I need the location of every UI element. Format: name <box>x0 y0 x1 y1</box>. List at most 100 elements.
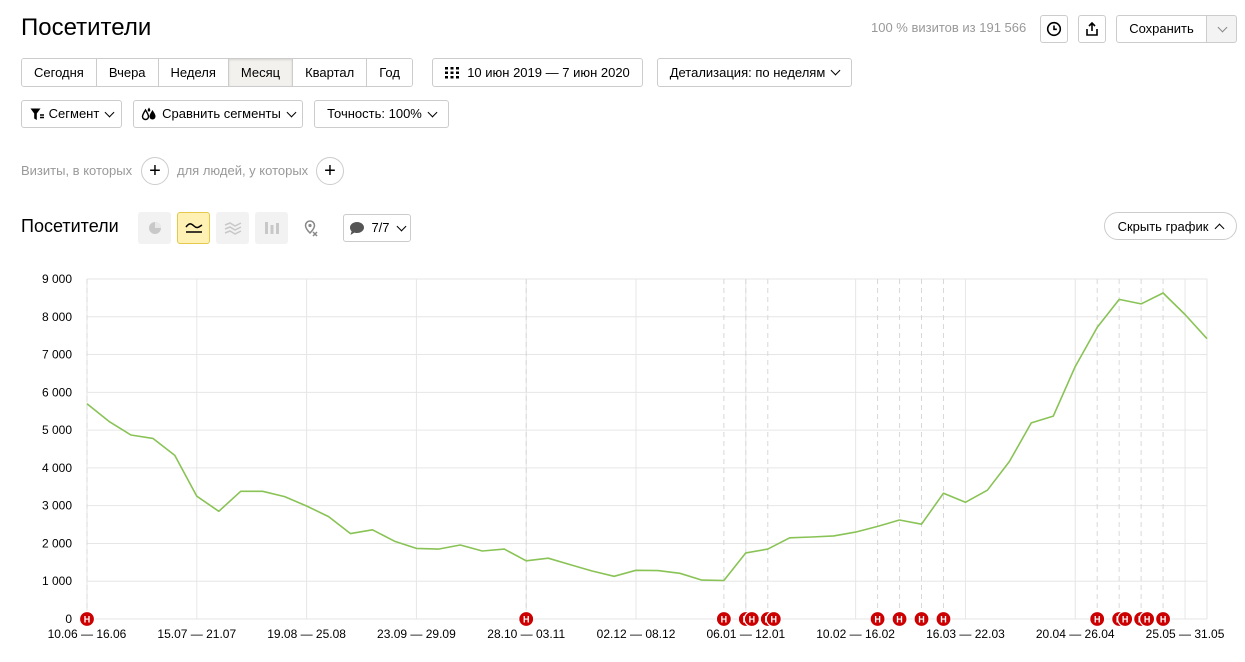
notes-count: 7/7 <box>371 220 390 235</box>
bar-chart-button[interactable] <box>255 212 288 244</box>
note-marker-letter: Н <box>523 615 530 625</box>
filter-icon <box>30 108 44 120</box>
note-marker <box>78 610 96 628</box>
note-marker-letter: Н <box>721 615 728 625</box>
segment-label: Сегмент <box>48 106 100 121</box>
chart-section-title: Посетители <box>21 216 119 236</box>
note-marker <box>1117 610 1134 628</box>
visits-filter-label: Визиты, в которых <box>21 163 133 178</box>
x-tick-label: 10.02 — 16.02 <box>816 627 895 641</box>
save-options-button[interactable] <box>1206 15 1237 43</box>
period-quarter[interactable]: Квартал <box>293 59 368 86</box>
hide-chart-button[interactable]: Скрыть график <box>1104 212 1237 240</box>
share-icon <box>1086 21 1098 36</box>
note-marker <box>869 610 886 628</box>
date-range-picker[interactable]: 10 июн 2019 — 7 июн 2020 <box>432 58 643 87</box>
note-marker <box>1154 610 1172 628</box>
note-marker-letter: Н <box>896 615 903 625</box>
clock-icon <box>1046 21 1062 37</box>
plus-icon: + <box>324 160 336 182</box>
x-tick-label: 19.08 — 25.08 <box>267 627 346 641</box>
x-tick-label: 16.03 — 22.03 <box>926 627 1005 641</box>
note-marker <box>935 610 952 628</box>
note-marker-letter: Н <box>771 615 778 625</box>
add-people-condition-button[interactable]: + <box>316 157 344 185</box>
note-marker-letter: Н <box>1144 615 1151 625</box>
note-marker-letter: Н <box>749 615 756 625</box>
period-month[interactable]: Месяц <box>228 59 294 86</box>
line-chart-icon <box>184 223 202 233</box>
note-marker-letter: Н <box>84 615 91 625</box>
x-tick-label: 25.05 — 31.05 <box>1146 627 1225 641</box>
bar-chart-icon <box>264 222 279 234</box>
hide-chart-label: Скрыть график <box>1117 218 1209 234</box>
x-tick-label: 06.01 — 12.01 <box>706 627 785 641</box>
note-marker-letter: Н <box>918 615 925 625</box>
period-yesterday[interactable]: Вчера <box>96 59 159 86</box>
add-visits-condition-button[interactable]: + <box>141 157 169 185</box>
period-today[interactable]: Сегодня <box>22 59 97 86</box>
pie-chart-button[interactable] <box>138 212 171 244</box>
note-marker-letter: Н <box>940 615 947 625</box>
detail-dropdown[interactable]: Детализация: по неделям <box>657 58 852 87</box>
x-tick-label: 10.06 — 16.06 <box>48 627 127 641</box>
chevron-down-icon <box>286 107 297 117</box>
area-chart-button[interactable] <box>216 212 249 244</box>
save-button[interactable]: Сохранить <box>1116 15 1207 43</box>
y-tick-label: 4 000 <box>42 461 72 475</box>
visitors-line-chart: 0 1 000 2 000 3 000 4 000 5 000 6 000 7 000 8 00… <box>42 272 1225 641</box>
accuracy-label: Точность: 100% <box>327 106 422 121</box>
y-tick-label: 7 000 <box>42 348 72 362</box>
x-tick-label: 28.10 — 03.11 <box>487 627 565 641</box>
accuracy-dropdown[interactable]: Точность: 100% <box>314 100 449 128</box>
chevron-up-icon <box>1214 223 1225 233</box>
x-tick-label: 23.09 — 29.09 <box>377 627 456 641</box>
plus-icon: + <box>149 160 161 182</box>
x-tick-label: 20.04 — 26.04 <box>1036 627 1115 641</box>
y-tick-label: 6 000 <box>42 385 72 399</box>
drops-icon <box>141 107 156 121</box>
y-tick-label: 0 <box>65 612 72 626</box>
pie-chart-icon <box>148 222 161 234</box>
chevron-down-icon <box>830 65 841 76</box>
compare-segments-dropdown[interactable]: Сравнить сегменты <box>133 100 303 128</box>
period-week[interactable]: Неделя <box>158 59 229 86</box>
note-marker <box>1139 610 1156 628</box>
area-chart-icon <box>224 222 241 235</box>
line-chart-button[interactable] <box>177 212 210 244</box>
note-marker-letter: Н <box>1094 615 1101 625</box>
chevron-down-icon <box>1217 22 1228 32</box>
compare-label: Сравнить сегменты <box>162 106 281 121</box>
y-tick-label: 9 000 <box>42 272 72 286</box>
calendar-icon <box>445 66 460 78</box>
note-marker-letter: Н <box>1160 615 1167 625</box>
note-marker-letter: Н <box>1122 615 1129 625</box>
chevron-down-icon <box>396 221 406 231</box>
note-marker <box>715 610 732 628</box>
chevron-down-icon <box>427 107 438 117</box>
history-button[interactable] <box>1040 15 1068 43</box>
period-year[interactable]: Год <box>367 59 412 86</box>
x-tick-label: 15.07 — 21.07 <box>157 627 236 641</box>
export-button[interactable] <box>1078 15 1106 43</box>
visits-summary: 100 % визитов из 191 566 <box>871 20 1027 35</box>
note-marker <box>518 610 535 628</box>
note-marker <box>765 610 782 628</box>
period-selector: Сегодня Вчера Неделя Месяц Квартал Год <box>21 58 413 87</box>
date-range-label: 10 июн 2019 — 7 июн 2020 <box>467 64 630 80</box>
map-button[interactable] <box>294 212 327 244</box>
y-tick-label: 2 000 <box>42 536 72 550</box>
series-line <box>86 292 1208 582</box>
page-title: Посетители <box>21 14 152 41</box>
note-marker-letter: Н <box>874 615 881 625</box>
notes-dropdown[interactable]: 7/7 <box>343 214 411 242</box>
note-marker <box>743 610 760 628</box>
y-tick-label: 5 000 <box>42 423 72 437</box>
segment-dropdown[interactable]: Сегмент <box>21 100 122 128</box>
x-tick-label: 02.12 — 08.12 <box>597 627 676 641</box>
detail-label: Детализация: по неделям <box>669 64 826 80</box>
note-marker <box>891 610 908 628</box>
people-filter-label: для людей, у которых <box>177 163 309 178</box>
y-tick-label: 8 000 <box>42 310 72 324</box>
y-tick-label: 3 000 <box>42 499 72 513</box>
